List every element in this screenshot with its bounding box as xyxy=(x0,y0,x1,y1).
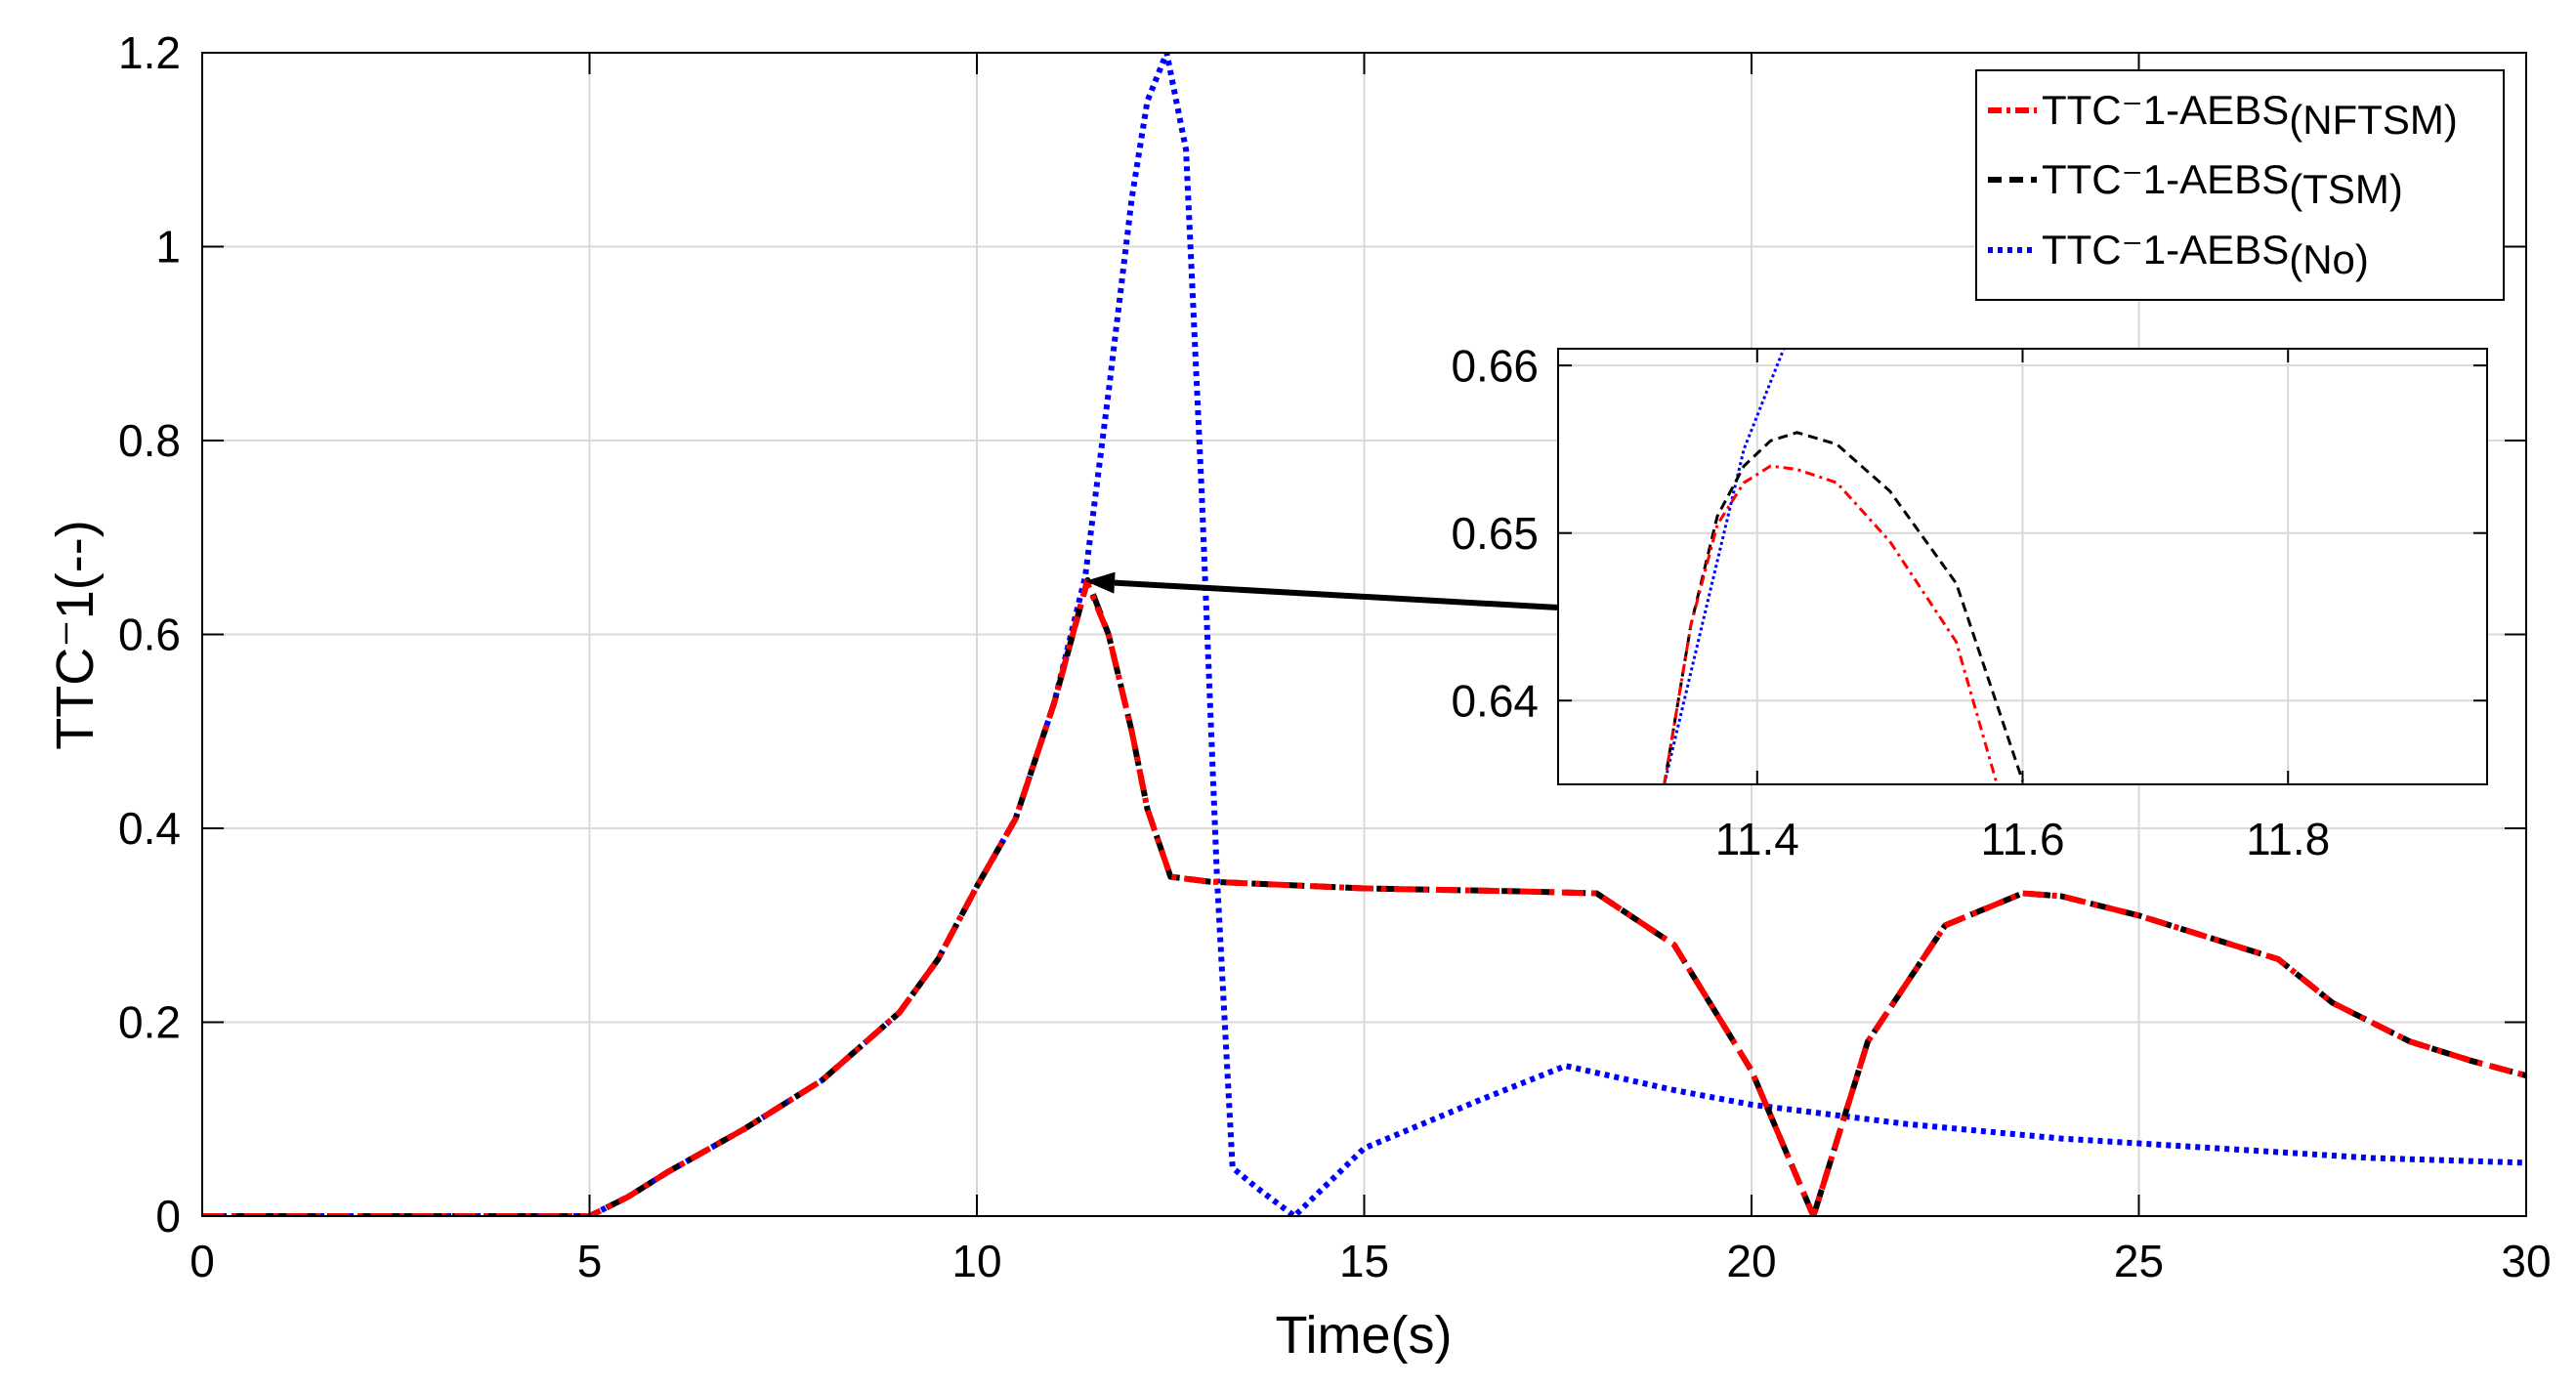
zoom-arrow-head xyxy=(1085,571,1116,594)
series-line-tsm xyxy=(1663,431,2024,784)
zoom-arrow-line xyxy=(1114,579,1559,610)
legend: TTC⁻1-AEBS(NFTSM) TTC⁻1-AEBS(TSM) TTC⁻1-AE… xyxy=(1975,69,2505,301)
y-tick-label: 0.4 xyxy=(118,803,181,854)
series-line-no xyxy=(1663,349,1786,784)
y-tick-label: 0.2 xyxy=(118,997,181,1048)
y-tick-label: 0.65 xyxy=(1451,508,1539,559)
y-tick-label: 0.66 xyxy=(1451,340,1539,391)
legend-label-no: TTC⁻1-AEBS(No) xyxy=(2042,227,2369,282)
x-tick-label: 20 xyxy=(1726,1236,1776,1286)
y-tick-label: 0.64 xyxy=(1451,675,1539,726)
inset-x-tick-labels: 11.4 11.6 11.8 xyxy=(1715,814,2331,864)
x-tick-label: 10 xyxy=(951,1236,1001,1286)
zoom-arrow xyxy=(1085,571,1559,610)
inset-plot-axes: 11.4 11.6 11.8 0.64 0.65 0.66 xyxy=(1451,340,2488,864)
x-tick-label: 5 xyxy=(577,1236,603,1286)
y-tick-label: 1.2 xyxy=(118,27,181,78)
main-x-tick-labels: 0 5 10 15 20 25 30 xyxy=(190,1236,2551,1286)
inset-y-tick-labels: 0.64 0.65 0.66 xyxy=(1451,340,1539,726)
x-tick-label: 11.4 xyxy=(1715,814,1799,864)
x-tick-label: 25 xyxy=(2114,1236,2164,1286)
legend-label-nftsm: TTC⁻1-AEBS(NFTSM) xyxy=(2042,87,2458,143)
legend-items: TTC⁻1-AEBS(NFTSM) TTC⁻1-AEBS(TSM) TTC⁻1-AE… xyxy=(1988,87,2458,282)
series-line-nftsm xyxy=(202,578,2526,1216)
y-tick-label: 0.8 xyxy=(118,415,181,466)
x-tick-label: 30 xyxy=(2501,1236,2551,1286)
y-tick-label: 0 xyxy=(155,1191,181,1242)
inset-ticks xyxy=(1558,349,2487,784)
legend-label-tsm: TTC⁻1-AEBS(TSM) xyxy=(2042,156,2403,212)
y-tick-label: 1 xyxy=(155,222,181,273)
legend-box xyxy=(1975,69,2505,301)
x-axis-title: Time(s) xyxy=(1276,1306,1453,1365)
x-tick-label: 15 xyxy=(1339,1236,1389,1286)
main-ticks xyxy=(201,52,2527,1217)
x-tick-label: 11.8 xyxy=(2246,814,2330,864)
main-series-group xyxy=(202,53,2526,1216)
x-tick-label: 11.6 xyxy=(1980,814,2064,864)
series-line-nftsm xyxy=(1663,464,1998,784)
inset-series-group xyxy=(1663,349,2024,784)
main-y-tick-labels: 0 0.2 0.4 0.6 0.8 1 1.2 xyxy=(118,27,181,1242)
series-line-no xyxy=(202,53,2526,1216)
y-axis-title: TTC⁻1(--) xyxy=(46,520,105,749)
y-tick-label: 0.6 xyxy=(118,610,181,660)
x-tick-label: 0 xyxy=(190,1236,215,1286)
